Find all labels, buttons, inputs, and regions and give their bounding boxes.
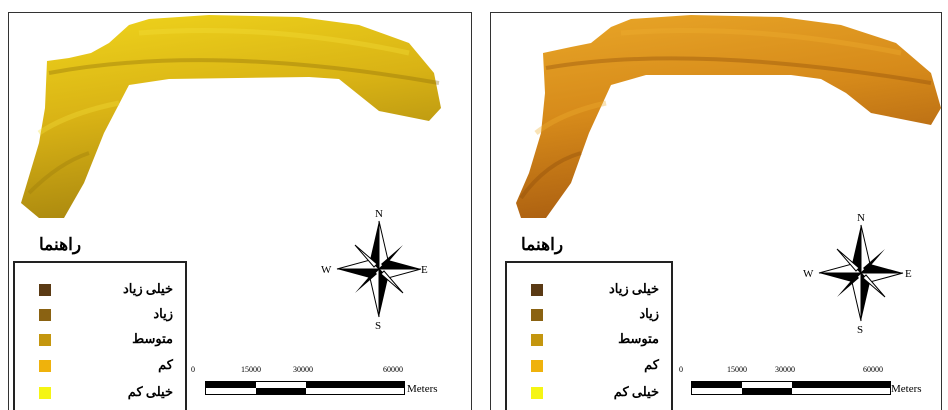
- scale-bar: 0 15000 30000 60000 Meters: [677, 365, 939, 405]
- legend-swatch: [39, 284, 51, 296]
- north-arrow-icon: N S E W: [803, 212, 912, 336]
- legend-item: متوسط: [15, 330, 185, 350]
- legend-label: متوسط: [132, 331, 173, 346]
- scale-tick: 15000: [727, 365, 747, 374]
- legend: خیلی زیاد زیاد متوسط کم خیلی کم: [505, 261, 673, 410]
- legend-label: زیاد: [153, 306, 173, 321]
- legend-item: خیلی کم: [15, 383, 185, 403]
- legend-label: کم: [644, 357, 659, 372]
- legend-title: راهنما: [521, 235, 564, 254]
- legend-item: کم: [15, 356, 185, 376]
- region-map: [21, 15, 441, 218]
- legend-title: راهنما: [39, 235, 82, 254]
- compass-n: N: [375, 208, 383, 220]
- compass-s: S: [375, 320, 381, 332]
- region-map: [516, 15, 941, 218]
- legend-label: خیلی کم: [127, 384, 173, 399]
- scale-tick: 60000: [863, 365, 883, 374]
- legend-swatch: [39, 360, 51, 372]
- scale-tick: 0: [191, 365, 195, 374]
- scale-unit: Meters: [891, 383, 922, 395]
- scale-tick: 30000: [775, 365, 795, 374]
- scale-unit: Meters: [407, 383, 438, 395]
- legend-label: متوسط: [618, 331, 659, 346]
- legend-item: کم: [507, 356, 671, 376]
- scale-bar-graphic: [691, 381, 891, 395]
- compass-w: W: [321, 264, 332, 276]
- compass-s: S: [857, 324, 863, 336]
- legend-swatch: [531, 334, 543, 346]
- legend-item: زیاد: [15, 305, 185, 325]
- legend-swatch: [39, 334, 51, 346]
- legend-item: خیلی زیاد: [507, 280, 671, 300]
- legend: خیلی زیاد زیاد متوسط کم خیلی کم: [13, 261, 187, 410]
- region-shape: [516, 15, 941, 218]
- legend-swatch: [39, 387, 51, 399]
- compass-n: N: [857, 212, 865, 224]
- legend-swatch: [531, 387, 543, 399]
- legend-label: زیاد: [639, 306, 659, 321]
- scale-tick: 15000: [241, 365, 261, 374]
- legend-item: خیلی کم: [507, 383, 671, 403]
- region-shape: [21, 15, 441, 218]
- legend-swatch: [531, 309, 543, 321]
- map-panel-left: راهنما خیلی زیاد زیاد متوسط کم خیلی کم N…: [8, 12, 472, 410]
- legend-swatch: [531, 284, 543, 296]
- legend-swatch: [531, 360, 543, 372]
- north-arrow-icon: N S E W: [321, 208, 428, 332]
- legend-label: خیلی کم: [613, 384, 659, 399]
- compass-w: W: [803, 268, 814, 280]
- scale-bar: 0 15000 30000 60000 Meters: [189, 365, 469, 405]
- scale-bar-graphic: [205, 381, 405, 395]
- texture-stripes: [519, 28, 932, 200]
- scale-tick: 0: [679, 365, 683, 374]
- legend-item: زیاد: [507, 305, 671, 325]
- legend-swatch: [39, 309, 51, 321]
- legend-label: خیلی زیاد: [123, 281, 173, 296]
- legend-item: متوسط: [507, 330, 671, 350]
- texture-stripes: [27, 28, 440, 195]
- map-panel-right: راهنما خیلی زیاد زیاد متوسط کم خیلی کم N…: [490, 12, 942, 410]
- compass-e: E: [421, 264, 428, 276]
- compass-e: E: [905, 268, 912, 280]
- legend-label: خیلی زیاد: [609, 281, 659, 296]
- scale-tick: 30000: [293, 365, 313, 374]
- scale-tick: 60000: [383, 365, 403, 374]
- legend-label: کم: [158, 357, 173, 372]
- legend-item: خیلی زیاد: [15, 280, 185, 300]
